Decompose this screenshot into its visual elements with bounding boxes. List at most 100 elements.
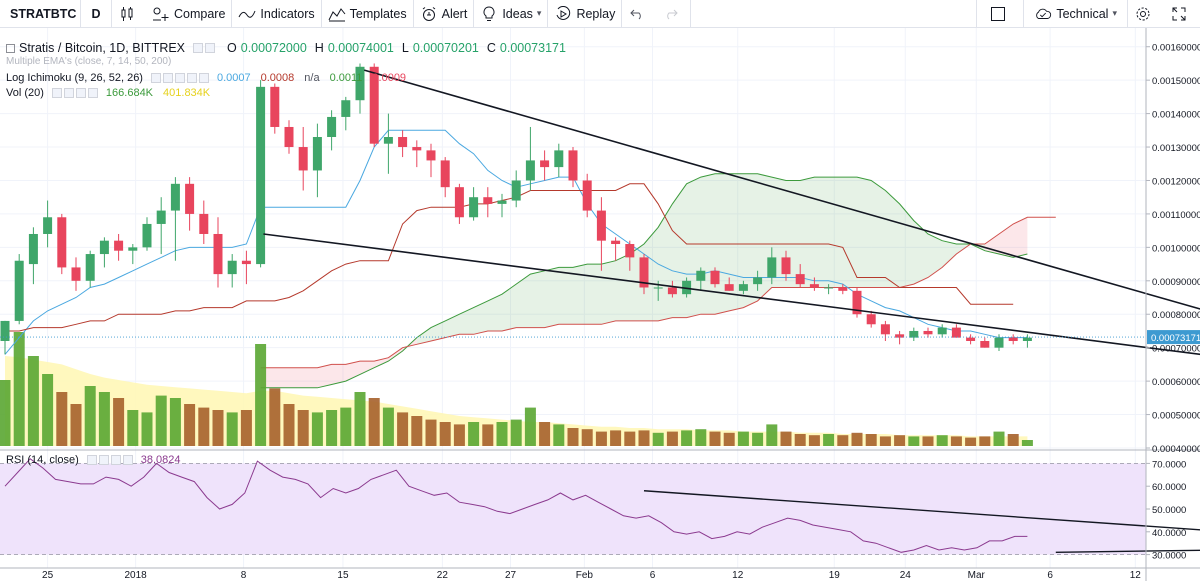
- open-value: 0.00072000: [240, 41, 307, 55]
- toolbar-divider: [111, 0, 112, 28]
- legend-controls[interactable]: [51, 88, 98, 98]
- volume-bar: [993, 431, 1005, 446]
- fullscreen-layout-button[interactable]: [977, 0, 1023, 28]
- cloud-segment: [502, 284, 517, 331]
- fullscreen-button[interactable]: [1162, 0, 1200, 28]
- toolbar-divider: [320, 0, 322, 28]
- rsi-tick-label: 50.0000: [1152, 505, 1186, 516]
- toolbar-right: Technical ▾: [976, 0, 1200, 28]
- time-tick-label: Feb: [576, 570, 594, 581]
- cloud-segment: [814, 177, 829, 288]
- cloud-segment: [289, 367, 304, 388]
- chart-style-button[interactable]: [112, 0, 146, 28]
- ichimoku-legend[interactable]: Log Ichimoku (9, 26, 52, 26) 0.0007 0.00…: [6, 72, 406, 84]
- volume-legend[interactable]: Vol (20) 166.684K 401.834K: [6, 87, 210, 99]
- cloud-segment: [928, 233, 943, 278]
- volume-bar: [823, 434, 835, 446]
- candle-up: [256, 86, 266, 265]
- replay-button[interactable]: Replay: [548, 0, 621, 28]
- price-tick-label: 0.00070000: [1152, 344, 1200, 355]
- volume-bar: [879, 436, 891, 446]
- candle-up: [511, 180, 521, 201]
- templates-icon: [328, 5, 346, 23]
- volume-bar: [624, 431, 636, 446]
- volume-bar: [468, 422, 480, 446]
- candle-up: [738, 284, 748, 291]
- cloud-segment: [743, 173, 758, 308]
- price-tick-label: 0.00120000: [1152, 176, 1200, 187]
- cloud-segment: [459, 307, 474, 335]
- chart-area[interactable]: 0.00160000 0.00150000 0.00140000 0.00130000…: [0, 28, 1200, 581]
- volume-bar: [226, 412, 238, 446]
- settings-button[interactable]: [1128, 0, 1162, 28]
- rsi-trendline: [1055, 549, 1200, 554]
- technical-label: Technical: [1056, 6, 1109, 21]
- volume-bar: [354, 392, 366, 446]
- volume-bar: [198, 407, 210, 446]
- volume-bar: [737, 431, 749, 446]
- volume-bar: [1021, 440, 1033, 446]
- candle-down: [241, 260, 251, 265]
- cloud-segment: [516, 274, 531, 328]
- time-tick-label: 6: [1047, 570, 1053, 581]
- compare-button[interactable]: Compare: [146, 0, 231, 28]
- main-legend: Stratis / Bitcoin, 1D, BITTREX O 0.000720…: [6, 41, 566, 55]
- volume-bar: [965, 437, 977, 446]
- indicators-button[interactable]: Indicators: [232, 0, 320, 28]
- symbol-label: STRATBTC: [10, 6, 77, 21]
- candle-down: [809, 284, 819, 288]
- chevron-down-icon: ▾: [536, 8, 542, 18]
- alert-button[interactable]: Alert: [414, 0, 474, 28]
- symbol-search[interactable]: STRATBTC: [0, 0, 80, 28]
- candle-down: [596, 210, 606, 241]
- technical-save-button[interactable]: Technical ▾: [1024, 0, 1127, 28]
- templates-button[interactable]: Templates: [322, 0, 413, 28]
- high-value: 0.00074001: [327, 41, 394, 55]
- undo-button[interactable]: [622, 0, 656, 28]
- price-trendlines: [263, 69, 1200, 356]
- alert-label: Alert: [441, 6, 468, 21]
- interval-button[interactable]: D: [81, 0, 111, 28]
- last-price-label: 0.00073171: [1151, 333, 1200, 344]
- volume-bar: [652, 432, 664, 446]
- candle-down: [114, 240, 124, 251]
- time-tick-label: 24: [900, 570, 912, 581]
- candle-down: [966, 337, 976, 341]
- volume-bar: [297, 410, 309, 446]
- volume-bars: [0, 332, 1033, 446]
- legend-controls[interactable]: [86, 455, 133, 465]
- rsi-trendline: [643, 490, 1200, 531]
- price-tick-label: 0.00050000: [1152, 411, 1200, 422]
- volume-bar: [808, 435, 820, 446]
- candle-up: [554, 150, 564, 168]
- volume-bar: [610, 430, 622, 446]
- candle-up: [85, 254, 95, 281]
- low-value: 0.00070201: [412, 41, 479, 55]
- ideas-button[interactable]: Ideas ▾: [474, 0, 547, 28]
- legend-controls[interactable]: [193, 43, 216, 53]
- volume-bar: [766, 424, 778, 446]
- time-tick-label: 8: [241, 570, 247, 581]
- volume-bar: [141, 412, 153, 446]
- toolbar-divider: [473, 0, 475, 28]
- legend-controls[interactable]: [150, 73, 209, 83]
- cloud-segment: [345, 361, 360, 382]
- chart-canvas[interactable]: 0.00160000 0.00150000 0.00140000 0.00130000…: [0, 28, 1200, 581]
- candle-down: [724, 284, 734, 291]
- time-tick-label: 2018: [125, 570, 148, 581]
- price-tick-label: 0.00090000: [1152, 277, 1200, 288]
- candle-up: [696, 270, 706, 281]
- volume-bar: [0, 380, 11, 446]
- redo-button[interactable]: [656, 0, 690, 28]
- interval-label: D: [91, 6, 101, 21]
- volume-bar: [979, 436, 991, 446]
- replay-icon: [554, 5, 572, 23]
- ema-legend[interactable]: Multiple EMA's (close, 7, 14, 50, 200): [6, 56, 171, 67]
- volume-bar: [127, 410, 139, 446]
- trendline: [263, 233, 1200, 356]
- undo-icon: [628, 5, 646, 23]
- ideas-label: Ideas: [502, 6, 533, 21]
- rsi-legend[interactable]: RSI (14, close) 38.0824: [6, 454, 181, 466]
- redo-icon: [662, 5, 680, 23]
- volume-bar: [638, 430, 650, 446]
